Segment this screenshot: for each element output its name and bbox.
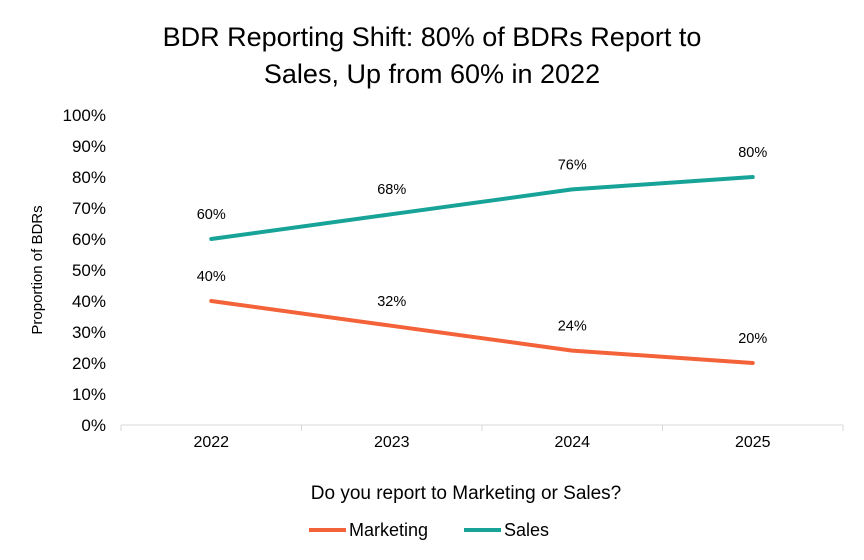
y-tick-label: 50% — [72, 261, 106, 280]
x-tick-label: 2024 — [554, 434, 590, 451]
series-line-sales — [209, 175, 755, 241]
data-label: 24% — [558, 319, 587, 335]
data-label: 68% — [377, 182, 406, 198]
series-lines — [209, 175, 755, 365]
data-label: 76% — [558, 157, 587, 173]
data-labels: 40% 32% 24% 20% 60% 68% 76% 80% — [197, 145, 768, 347]
x-tick-label: 2022 — [193, 434, 229, 451]
y-axis-ticks: 0% 10% 20% 30% 40% 50% 60% 70% 80% 90% 100% — [63, 106, 106, 435]
chart-title: BDR Reporting Shift: 80% of BDRs Report … — [163, 22, 702, 89]
y-tick-label: 100% — [63, 106, 106, 125]
y-tick-label: 0% — [81, 416, 106, 435]
y-tick-label: 10% — [72, 385, 106, 404]
data-label: 32% — [377, 294, 406, 310]
legend-label: Marketing — [349, 520, 428, 540]
data-label: 40% — [197, 269, 226, 285]
y-tick-label: 30% — [72, 323, 106, 342]
y-tick-label: 70% — [72, 199, 106, 218]
chart-title-line: Sales, Up from 60% in 2022 — [264, 59, 600, 89]
x-axis-title: Do you report to Marketing or Sales? — [311, 483, 622, 504]
data-label: 80% — [738, 145, 767, 161]
y-axis-title: Proportion of BDRs — [29, 205, 46, 334]
y-tick-label: 60% — [72, 230, 106, 249]
x-tick-label: 2025 — [735, 434, 771, 451]
x-tick-label: 2023 — [374, 434, 410, 451]
x-axis-ticks: 2022 2023 2024 2025 — [120, 425, 844, 451]
y-tick-label: 80% — [72, 168, 106, 187]
y-tick-label: 20% — [72, 354, 106, 373]
data-label: 20% — [738, 331, 767, 347]
series-line-marketing — [209, 299, 755, 365]
legend: Marketing Sales — [309, 520, 549, 540]
chart-title-line: BDR Reporting Shift: 80% of BDRs Report … — [163, 22, 702, 52]
legend-label: Sales — [504, 520, 549, 540]
y-tick-label: 90% — [72, 137, 106, 156]
data-label: 60% — [197, 207, 226, 223]
y-tick-label: 40% — [72, 292, 106, 311]
